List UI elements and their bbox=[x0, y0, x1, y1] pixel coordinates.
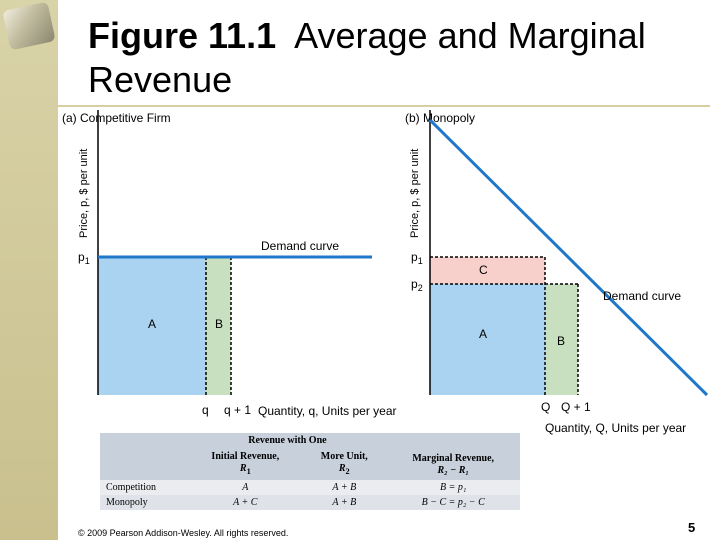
panel-b-title: (b) Monopoly bbox=[405, 111, 475, 125]
table-header-group: Revenue with One bbox=[188, 433, 387, 449]
p1-tick-label: p1 bbox=[78, 250, 90, 266]
panel-a-xlabel: Quantity, q, Units per year bbox=[258, 404, 397, 418]
row-label: Competition bbox=[100, 480, 189, 495]
row-label: Monopoly bbox=[100, 495, 189, 510]
panel-b-ylabel: Price, p, $ per unit bbox=[409, 149, 421, 238]
table-header-initial: Initial Revenue, R1 bbox=[188, 449, 303, 480]
q-plus-1-tick-label: q + 1 bbox=[224, 403, 251, 417]
Q-tick-label: Q bbox=[541, 400, 550, 414]
copyright-notice: © 2009 Pearson Addison-Wesley. All right… bbox=[78, 528, 289, 538]
cell-marginal: B = p₁ bbox=[386, 480, 520, 495]
revenue-table: Revenue with One Initial Revenue, R1 More… bbox=[100, 433, 520, 510]
cell-initial: A + C bbox=[188, 495, 303, 510]
demand-curve-label: Demand curve bbox=[603, 289, 681, 303]
p2-tick-label: p2 bbox=[411, 277, 423, 293]
panel-b-monopoly: (b) Monopoly Price, p, $ per unit Demand… bbox=[405, 110, 709, 435]
area-c-label: C bbox=[479, 263, 488, 277]
panel-a-title: (a) Competitive Firm bbox=[62, 111, 171, 125]
table-header-group-row: Revenue with One bbox=[100, 433, 520, 449]
area-a-label: A bbox=[479, 327, 487, 341]
area-b-region bbox=[206, 257, 231, 395]
area-a-label: A bbox=[148, 317, 156, 331]
cell-initial: A bbox=[188, 480, 303, 495]
table-header-more: More Unit, R2 bbox=[302, 449, 387, 480]
cell-more: A + B bbox=[302, 480, 387, 495]
table-header-blank bbox=[100, 433, 189, 449]
panel-a-ylabel: Price, p, $ per unit bbox=[78, 149, 90, 238]
demand-curve-line bbox=[428, 118, 709, 397]
cell-marginal: B − C = p₂ − C bbox=[386, 495, 520, 510]
title-divider bbox=[58, 105, 710, 107]
area-b-label: B bbox=[215, 317, 223, 331]
p1-tick-label: p1 bbox=[411, 250, 423, 266]
area-c-region bbox=[430, 257, 545, 284]
table-header-blank bbox=[100, 449, 189, 480]
q-tick-label: q bbox=[202, 403, 209, 417]
page-title: Figure 11.1 Average and Marginal Revenue bbox=[88, 14, 720, 102]
area-a-region bbox=[98, 257, 206, 395]
panel-b-xlabel: Quantity, Q, Units per year bbox=[545, 421, 686, 435]
page-number: 5 bbox=[688, 520, 696, 535]
table-header-marginal: Marginal Revenue, R₂ − R₁ bbox=[386, 449, 520, 480]
table-row: Monopoly A + C A + B B − C = p₂ − C bbox=[100, 495, 520, 510]
area-a-region bbox=[430, 284, 545, 395]
area-b-region bbox=[545, 284, 578, 395]
table-header-row: Initial Revenue, R1 More Unit, R2 Marginal… bbox=[100, 449, 520, 480]
cell-more: A + B bbox=[302, 495, 387, 510]
decorative-sidebar bbox=[0, 0, 58, 540]
table-row: Competition A A + B B = p₁ bbox=[100, 480, 520, 495]
demand-curve-label: Demand curve bbox=[261, 239, 339, 253]
Q-plus-1-tick-label: Q + 1 bbox=[561, 400, 591, 414]
figure-number: Figure 11.1 bbox=[88, 15, 277, 56]
title-text: Average and Marginal Revenue bbox=[88, 15, 646, 100]
panel-a-competitive: (a) Competitive Firm Price, p, $ per uni… bbox=[62, 110, 397, 418]
table-header-blank bbox=[386, 433, 520, 449]
area-b-label: B bbox=[557, 334, 565, 348]
